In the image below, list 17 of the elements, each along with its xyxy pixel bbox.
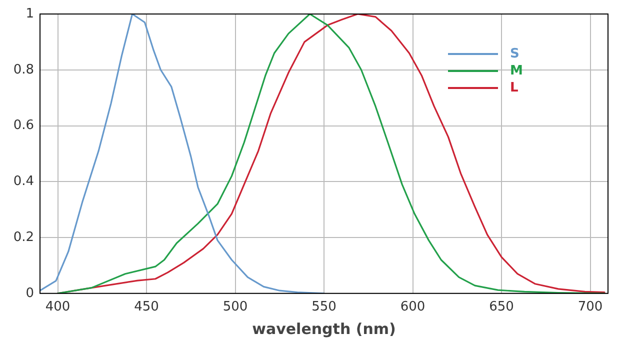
x-axis-title: wavelength (nm)	[252, 320, 396, 338]
x-tick-label: 500	[222, 300, 248, 315]
x-tick-label: 650	[489, 300, 514, 315]
x-tick-label: 700	[578, 300, 603, 315]
x-tick-label: 450	[134, 300, 159, 315]
y-tick-label: 0.6	[13, 118, 34, 134]
y-tick-label: 1	[26, 6, 34, 22]
y-tick-label: 0.8	[13, 62, 34, 78]
x-tick-label: 550	[312, 300, 336, 315]
legend-label: L	[510, 80, 518, 96]
legend-label: M	[510, 63, 523, 78]
y-tick-label: 0	[26, 286, 34, 301]
x-tick-label: 600	[400, 300, 426, 315]
x-tick-label: 400	[45, 300, 70, 315]
y-tick-label: 0.2	[13, 230, 34, 245]
y-tick-label: 0.4	[13, 174, 34, 190]
legend-label: S	[510, 46, 520, 62]
